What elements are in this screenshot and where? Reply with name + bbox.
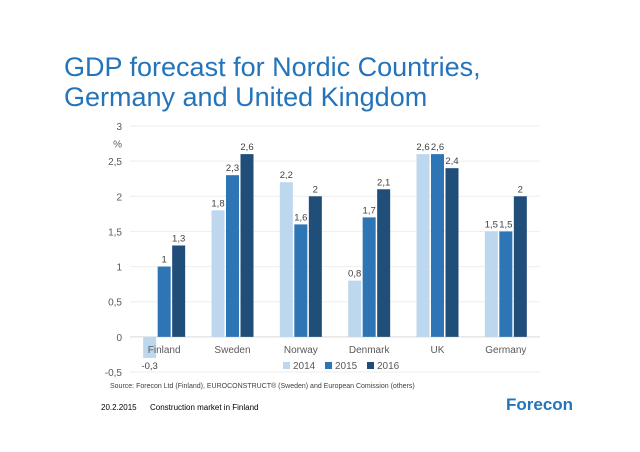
footer-text: Construction market in Finland xyxy=(150,403,259,412)
bar-2015-uk xyxy=(431,154,444,337)
bar-2014-denmark xyxy=(348,280,362,337)
bar-2016-uk xyxy=(445,168,459,337)
forecon-logo: Forecon xyxy=(506,395,574,414)
x-tick-label: UK xyxy=(431,345,445,356)
x-tick-label: Germany xyxy=(485,345,526,356)
y-tick-label: 0 xyxy=(116,333,122,344)
bar-2016-sweden xyxy=(240,154,254,337)
y-tick-label: 2 xyxy=(116,192,122,203)
slide-date: 20.2.2015 xyxy=(101,403,137,412)
bar-2016-norway xyxy=(308,196,322,337)
bar-2014-norway xyxy=(279,182,293,337)
x-tick-label: Finland xyxy=(148,345,181,356)
legend-swatch-2014 xyxy=(283,362,290,369)
legend-label: 2016 xyxy=(377,361,400,372)
y-tick-label: 1 xyxy=(116,263,122,274)
data-label: 1,5 xyxy=(499,219,512,230)
data-label: 1,6 xyxy=(294,212,307,223)
data-label: 2,4 xyxy=(445,156,458,167)
bar-2014-finland xyxy=(143,336,157,358)
data-label: -0,3 xyxy=(141,361,157,372)
data-label: 1,5 xyxy=(485,219,498,230)
data-label: 2,6 xyxy=(240,142,253,153)
y-tick-label: 2,5 xyxy=(108,157,122,168)
bar-2015-germany xyxy=(499,231,513,337)
bar-2016-finland xyxy=(172,245,186,337)
data-label: 1,7 xyxy=(363,205,376,216)
bar-2015-denmark xyxy=(362,217,376,337)
data-label: 2,2 xyxy=(280,170,293,181)
bar-2015-sweden xyxy=(226,175,239,337)
y-tick-label: 0,5 xyxy=(108,298,122,309)
data-label: 2,6 xyxy=(416,142,429,153)
x-tick-label: Denmark xyxy=(349,345,391,356)
bar-2015-finland xyxy=(157,266,171,337)
data-label: 1,3 xyxy=(172,233,185,244)
data-label: 2,3 xyxy=(226,163,239,174)
data-label: 2,1 xyxy=(377,177,390,188)
x-tick-label: Sweden xyxy=(214,345,250,356)
y-tick-label: -0,5 xyxy=(105,368,123,379)
data-label: 1 xyxy=(162,255,167,266)
y-tick-label: 1,5 xyxy=(108,227,122,238)
data-label: 2 xyxy=(518,184,523,195)
bar-2014-sweden xyxy=(211,210,225,337)
slide-title: GDP forecast for Nordic Countries, Germa… xyxy=(64,52,481,112)
y-axis-label: % xyxy=(113,140,122,151)
bar-2014-uk xyxy=(416,154,430,337)
data-label: 2 xyxy=(313,184,318,195)
data-label: 2,6 xyxy=(431,142,444,153)
legend-label: 2014 xyxy=(293,361,316,372)
legend-swatch-2016 xyxy=(367,362,374,369)
bar-2014-germany xyxy=(484,231,498,337)
bar-2016-denmark xyxy=(377,189,391,337)
legend-swatch-2015 xyxy=(325,362,332,369)
bar-2015-norway xyxy=(294,224,308,337)
x-tick-label: Norway xyxy=(284,345,318,356)
data-label: 1,8 xyxy=(211,198,224,209)
source-note: Source: Forecon Ltd (Finland), EUROCONST… xyxy=(110,383,415,390)
data-label: 0,8 xyxy=(348,269,361,280)
y-tick-label: 3 xyxy=(116,122,122,133)
bar-2016-germany xyxy=(513,196,527,337)
legend-label: 2015 xyxy=(335,361,358,372)
